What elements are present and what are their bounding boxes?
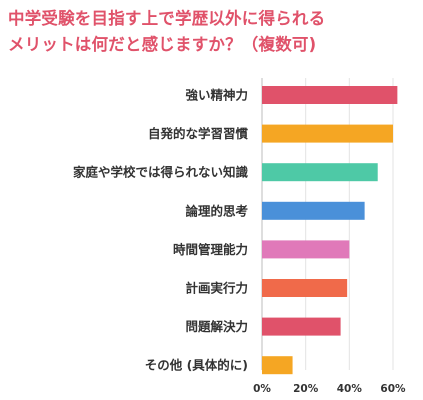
x-tick-label-20: 20% <box>293 383 319 395</box>
bar-0 <box>262 86 398 104</box>
bar-2 <box>262 163 378 182</box>
bar-3 <box>262 201 365 220</box>
category-label-6: 問題解決力 <box>185 319 248 334</box>
chart-title-line-1: 中学受験を目指す上で学歴以外に得られる <box>8 9 326 28</box>
category-label-3: 論理的思考 <box>185 203 248 218</box>
bar-1 <box>262 124 393 143</box>
bar-7 <box>262 356 293 375</box>
bar-6 <box>262 317 341 336</box>
x-axis-ticks: 0% 20% 40% 60% <box>253 383 406 395</box>
chart-title: 中学受験を目指す上で学歴以外に得られる メリットは何だと感じますか？（複数可) <box>8 6 418 58</box>
category-label-5: 計画実行力 <box>185 281 248 296</box>
x-tick-label-0: 0% <box>253 383 271 395</box>
category-labels: 強い精神力自発的な学習習慣家庭や学校では得られない知識論理的思考時間管理能力計画… <box>73 88 249 373</box>
category-label-0: 強い精神力 <box>185 88 248 103</box>
category-label-4: 時間管理能力 <box>173 242 248 257</box>
category-label-7: その他 (具体的に) <box>145 358 248 373</box>
bar-4 <box>262 240 350 259</box>
x-tick-label-60: 60% <box>380 383 406 395</box>
category-label-2: 家庭や学校では得られない知識 <box>73 165 249 180</box>
x-tick-label-40: 40% <box>337 383 363 395</box>
category-label-1: 自発的な学習習慣 <box>148 126 249 141</box>
bar-5 <box>262 279 348 297</box>
chart-title-line-2: メリットは何だと感じますか？（複数可) <box>8 35 317 54</box>
bars <box>262 86 398 375</box>
